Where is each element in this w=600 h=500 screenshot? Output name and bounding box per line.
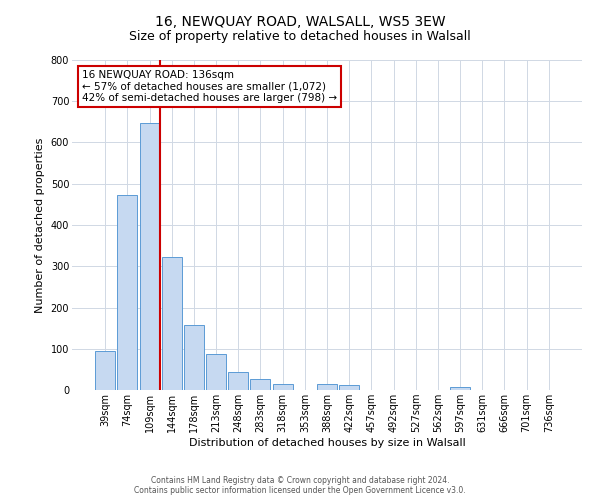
X-axis label: Distribution of detached houses by size in Walsall: Distribution of detached houses by size … (188, 438, 466, 448)
Y-axis label: Number of detached properties: Number of detached properties (35, 138, 45, 312)
Bar (140, 122, 160, 390)
Bar (339, 384, 359, 390)
Text: 16, NEWQUAY ROAD, WALSALL, WS5 3EW: 16, NEWQUAY ROAD, WALSALL, WS5 3EW (155, 15, 445, 29)
Bar (450, 386, 470, 390)
Text: Size of property relative to detached houses in Walsall: Size of property relative to detached ho… (129, 30, 471, 43)
Bar (162, 257, 182, 390)
Text: 16 NEWQUAY ROAD: 136sqm
← 57% of detached houses are smaller (1,072)
42% of semi: 16 NEWQUAY ROAD: 136sqm ← 57% of detache… (82, 70, 337, 103)
Bar (317, 384, 337, 390)
Bar (228, 372, 248, 390)
Bar (184, 325, 204, 390)
Bar (118, 195, 137, 390)
Text: Contains HM Land Registry data © Crown copyright and database right 2024.
Contai: Contains HM Land Registry data © Crown c… (134, 476, 466, 495)
Bar (95, 351, 115, 390)
Bar (272, 384, 293, 390)
Bar (250, 380, 271, 390)
Bar (206, 354, 226, 390)
